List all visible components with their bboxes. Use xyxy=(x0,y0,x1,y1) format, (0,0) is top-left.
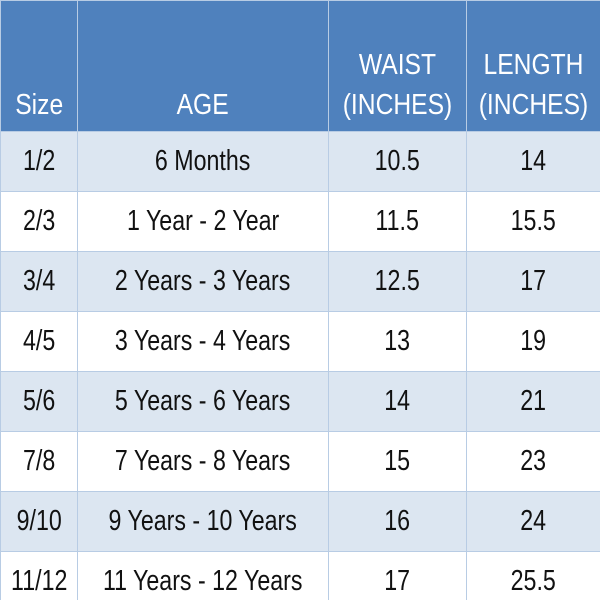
table-cell: 11.5 xyxy=(328,191,467,252)
table-cell: 17 xyxy=(466,251,600,312)
header-row: Size AGE WAIST (INCHES) LENGTH (INCHES) xyxy=(0,0,600,132)
table-cell-text: 25.5 xyxy=(510,565,557,597)
header-cell-text: AGE xyxy=(176,89,230,121)
table-cell: 2/3 xyxy=(0,191,78,252)
header-cell: WAIST (INCHES) xyxy=(328,0,467,132)
table-cell-text: 19 xyxy=(520,325,547,357)
table-cell: 9/10 xyxy=(0,491,78,552)
table-cell: 15 xyxy=(328,431,467,492)
table-cell-text: 9/10 xyxy=(16,505,62,537)
table-cell: 21 xyxy=(466,371,600,432)
table-cell-text: 3 Years - 4 Years xyxy=(115,325,291,357)
table-cell-text: 2/3 xyxy=(22,205,56,237)
table-cell: 7 Years - 8 Years xyxy=(77,431,329,492)
table-cell: 3 Years - 4 Years xyxy=(77,311,329,372)
table-cell: 4/5 xyxy=(0,311,78,372)
table-cell: 24 xyxy=(466,491,600,552)
table-row: 3/4 2 Years - 3 Years 12.5 17 xyxy=(0,251,600,312)
table-cell-text: 3/4 xyxy=(22,265,56,297)
header-cell-text: WAIST (INCHES) xyxy=(342,49,453,121)
table-row: 7/8 7 Years - 8 Years 15 23 xyxy=(0,431,600,492)
table-cell: 13 xyxy=(328,311,467,372)
table-cell: 19 xyxy=(466,311,600,372)
table-cell-text: 1 Year - 2 Year xyxy=(126,205,280,237)
table-cell: 6 Months xyxy=(77,131,329,192)
table-cell-text: 5 Years - 6 Years xyxy=(115,385,291,417)
header-cell: Size xyxy=(0,0,78,132)
table-cell-text: 23 xyxy=(520,445,547,477)
table-cell-text: 14 xyxy=(520,145,547,177)
table-cell-text: 9 Years - 10 Years xyxy=(108,505,298,537)
table-cell-text: 6 Months xyxy=(155,145,251,177)
table-row: 2/3 1 Year - 2 Year 11.5 15.5 xyxy=(0,191,600,252)
table-cell: 2 Years - 3 Years xyxy=(77,251,329,312)
table-cell: 12.5 xyxy=(328,251,467,312)
table-cell-text: 11.5 xyxy=(375,205,420,237)
table-cell: 5 Years - 6 Years xyxy=(77,371,329,432)
table-cell-text: 11/12 xyxy=(10,565,68,597)
table-cell-text: 5/6 xyxy=(22,385,56,417)
table-cell-text: 15 xyxy=(384,445,411,477)
table-row: 11/12 11 Years - 12 Years 17 25.5 xyxy=(0,551,600,600)
table-cell-text: 4/5 xyxy=(22,325,56,357)
table-cell: 15.5 xyxy=(466,191,600,252)
table-cell: 16 xyxy=(328,491,467,552)
table-cell: 11/12 xyxy=(0,551,78,600)
table-body: 1/2 6 Months 10.5 14 2/3 1 Year - 2 Year 11.5 1… xyxy=(0,131,600,600)
header-cell: AGE xyxy=(77,0,329,132)
table-cell-text: 7 Years - 8 Years xyxy=(115,445,291,477)
table-row: 5/6 5 Years - 6 Years 14 21 xyxy=(0,371,600,432)
table-cell-text: 24 xyxy=(520,505,547,537)
table-cell: 17 xyxy=(328,551,467,600)
table-cell: 14 xyxy=(328,371,467,432)
table-cell-text: 10.5 xyxy=(374,145,421,177)
table-cell-text: 16 xyxy=(384,505,411,537)
table-cell-text: 11 Years - 12 Years xyxy=(103,565,303,597)
header-cell-text: LENGTH (INCHES) xyxy=(478,49,589,121)
table-row: 1/2 6 Months 10.5 14 xyxy=(0,131,600,192)
table-cell: 1 Year - 2 Year xyxy=(77,191,329,252)
table-cell: 9 Years - 10 Years xyxy=(77,491,329,552)
table-cell-text: 2 Years - 3 Years xyxy=(115,265,291,297)
table-cell: 1/2 xyxy=(0,131,78,192)
header-cell: LENGTH (INCHES) xyxy=(466,0,600,132)
table-cell-text: 12.5 xyxy=(374,265,421,297)
table-cell: 23 xyxy=(466,431,600,492)
table-cell: 3/4 xyxy=(0,251,78,312)
table-cell: 25.5 xyxy=(466,551,600,600)
table-cell-text: 13 xyxy=(384,325,411,357)
table-cell: 7/8 xyxy=(0,431,78,492)
table-row: 9/10 9 Years - 10 Years 16 24 xyxy=(0,491,600,552)
table-cell: 14 xyxy=(466,131,600,192)
table-cell: 10.5 xyxy=(328,131,467,192)
table-cell: 5/6 xyxy=(0,371,78,432)
table-cell-text: 21 xyxy=(520,385,547,417)
table-row: 4/5 3 Years - 4 Years 13 19 xyxy=(0,311,600,372)
table-cell-text: 17 xyxy=(520,265,547,297)
table-cell-text: 1/2 xyxy=(22,145,56,177)
table-cell: 11 Years - 12 Years xyxy=(77,551,329,600)
header-cell-text: Size xyxy=(15,89,63,121)
table-cell-text: 14 xyxy=(384,385,411,417)
table-cell-text: 15.5 xyxy=(510,205,557,237)
table-cell-text: 7/8 xyxy=(22,445,56,477)
table-cell-text: 17 xyxy=(384,565,411,597)
